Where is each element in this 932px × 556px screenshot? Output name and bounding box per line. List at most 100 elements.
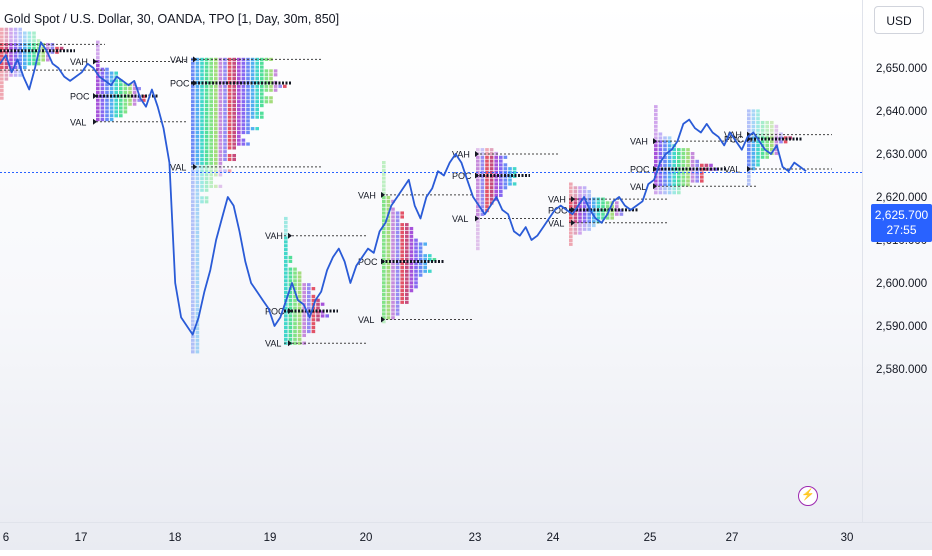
tpo-cell bbox=[137, 98, 141, 102]
tpo-cell bbox=[204, 77, 209, 81]
chart-canvas[interactable]: VAHPOCVALVAHPOCVALVAHPOCVALVAHPOCVALVAHP… bbox=[0, 0, 862, 522]
tpo-cell bbox=[204, 196, 209, 200]
tpo-cell bbox=[109, 71, 114, 75]
tpo-cell bbox=[223, 103, 227, 108]
profile-label-poc: POC bbox=[630, 165, 650, 175]
tpo-cell bbox=[672, 167, 676, 171]
tpo-cell bbox=[695, 175, 699, 179]
tpo-cell bbox=[195, 227, 200, 231]
tpo-cell bbox=[23, 65, 27, 70]
tpo-cell bbox=[204, 57, 209, 61]
tpo-cell bbox=[255, 65, 259, 69]
tpo-cell bbox=[237, 84, 241, 88]
tpo-cell bbox=[302, 318, 306, 322]
tpo-cell bbox=[756, 140, 760, 144]
tpo-cell bbox=[386, 308, 391, 312]
tpo-cell bbox=[114, 106, 118, 110]
tpo-cell bbox=[223, 69, 227, 73]
tpo-cell bbox=[700, 171, 704, 175]
time-scale[interactable]: 6 17 18 19 20 23 24 25 27 30 bbox=[0, 522, 932, 551]
tpo-cell bbox=[700, 179, 704, 183]
tpo-cell bbox=[191, 177, 195, 181]
tpo-cell bbox=[747, 124, 751, 128]
tpo-cell bbox=[23, 58, 27, 62]
tpo-cell bbox=[774, 147, 779, 152]
tpo-cell bbox=[195, 207, 200, 212]
tpo-cell bbox=[241, 92, 246, 96]
tpo-cell bbox=[297, 298, 302, 302]
tpo-cell bbox=[700, 175, 704, 179]
tpo-cell bbox=[191, 284, 195, 288]
tpo-cell bbox=[200, 57, 204, 61]
price-tick-label: 2,580.000 bbox=[876, 364, 927, 376]
tpo-cell bbox=[264, 69, 269, 73]
time-tick-label: 17 bbox=[75, 532, 88, 544]
tpo-cell bbox=[307, 326, 311, 330]
tpo-cell bbox=[223, 100, 227, 104]
tpo-cell bbox=[191, 242, 195, 246]
tpo-cell bbox=[209, 177, 213, 181]
price-scale[interactable]: 2,650.0002,640.0002,630.0002,620.0002,61… bbox=[862, 0, 932, 522]
tpo-cell bbox=[27, 31, 32, 35]
tpo-cell bbox=[227, 138, 232, 142]
tpo-cell bbox=[288, 337, 293, 341]
tpo-cell bbox=[109, 114, 114, 118]
tpo-cell bbox=[9, 62, 13, 66]
tpo-cell bbox=[382, 184, 386, 188]
tpo-cell bbox=[214, 73, 218, 77]
tpo-cell bbox=[409, 242, 414, 246]
tpo-cell bbox=[255, 57, 259, 61]
tpo-cell bbox=[395, 223, 400, 227]
tpo-cell bbox=[747, 128, 751, 132]
lightning-icon[interactable]: ⚡ bbox=[798, 486, 818, 506]
tpo-cell bbox=[569, 182, 573, 186]
tpo-cell bbox=[382, 308, 386, 312]
tpo-cell bbox=[578, 212, 582, 216]
tpo-cell bbox=[260, 73, 264, 77]
tpo-cell bbox=[489, 159, 494, 163]
tpo-cell bbox=[751, 113, 756, 117]
tpo-cell bbox=[232, 138, 236, 142]
tpo-cell bbox=[654, 109, 658, 113]
tpo-cell bbox=[260, 77, 264, 81]
tpo-cell bbox=[391, 258, 395, 262]
tpo-cell bbox=[204, 65, 209, 69]
tpo-cell bbox=[218, 157, 223, 162]
tpo-cell bbox=[105, 79, 109, 83]
tpo-cell bbox=[241, 65, 246, 69]
tpo-cell bbox=[195, 157, 200, 162]
tpo-cell bbox=[573, 193, 578, 197]
tpo-cell bbox=[489, 155, 494, 159]
time-tick-label: 20 bbox=[360, 532, 373, 544]
currency-button[interactable]: USD bbox=[874, 6, 924, 34]
tpo-cell bbox=[391, 285, 395, 289]
tpo-cell bbox=[195, 200, 200, 204]
tpo-cell bbox=[658, 163, 663, 167]
price-axis: 2,650.0002,640.0002,630.0002,620.0002,61… bbox=[876, 63, 927, 376]
tpo-cell bbox=[278, 84, 282, 88]
tpo-cell bbox=[232, 127, 236, 131]
tpo-cell bbox=[382, 188, 386, 192]
tpo-cell bbox=[223, 84, 227, 88]
tpo-cell bbox=[418, 269, 423, 273]
tpo-cell bbox=[690, 155, 695, 160]
tpo-cell bbox=[246, 100, 250, 104]
tpo-cell bbox=[423, 269, 427, 273]
tpo-cell bbox=[391, 312, 395, 316]
tpo-cell bbox=[264, 73, 269, 77]
tpo-cell bbox=[284, 287, 288, 291]
tpo-cell bbox=[658, 183, 663, 187]
tpo-cell bbox=[132, 87, 137, 91]
tpo-cell bbox=[414, 281, 418, 285]
tpo-cell bbox=[485, 197, 489, 201]
profile-label-val: VAL bbox=[724, 165, 740, 175]
tpo-cell bbox=[218, 169, 223, 173]
tpo-cell bbox=[237, 92, 241, 96]
tpo-cell bbox=[255, 77, 259, 81]
chart-area[interactable]: VAH POC VAL VAH POC VAL VAH POC VAL VAH POC VAL VAH P… bbox=[0, 0, 862, 522]
tpo-cell bbox=[0, 31, 4, 35]
tpo-cell bbox=[232, 73, 236, 77]
tpo-cell bbox=[13, 69, 18, 73]
tpo-cell bbox=[476, 208, 480, 213]
tpo-cell bbox=[209, 127, 213, 131]
